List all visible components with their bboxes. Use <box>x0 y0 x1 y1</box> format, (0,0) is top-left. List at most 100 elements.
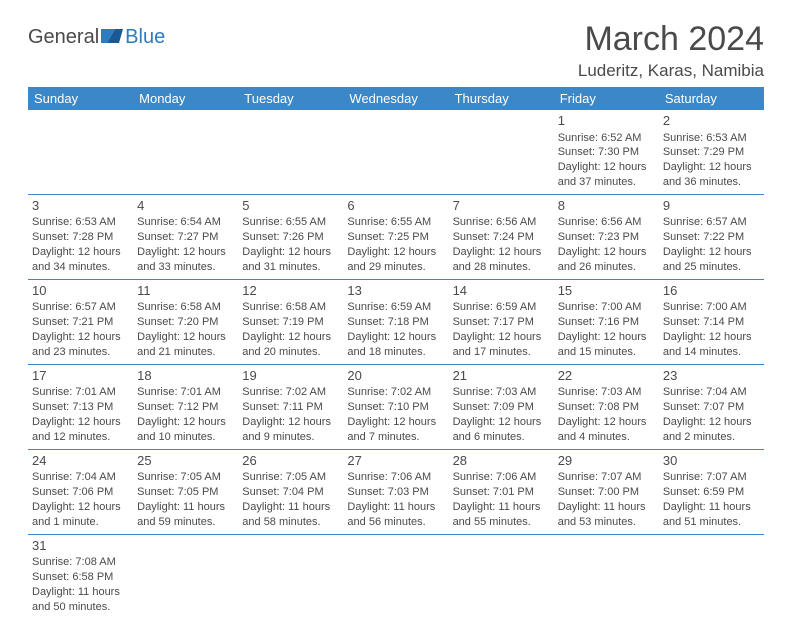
calendar-week-row: 17Sunrise: 7:01 AMSunset: 7:13 PMDayligh… <box>28 364 764 449</box>
sunset-text: Sunset: 7:05 PM <box>137 485 234 500</box>
day-number: 8 <box>558 197 655 215</box>
daylight-text: Daylight: 12 hours and 26 minutes. <box>558 245 655 275</box>
calendar-day-cell <box>343 110 448 194</box>
sunrise-text: Sunrise: 7:05 AM <box>137 470 234 485</box>
daylight-text: Daylight: 12 hours and 17 minutes. <box>453 330 550 360</box>
calendar-day-cell: 23Sunrise: 7:04 AMSunset: 7:07 PMDayligh… <box>659 364 764 449</box>
calendar-week-row: 31Sunrise: 7:08 AMSunset: 6:58 PMDayligh… <box>28 534 764 618</box>
day-number: 15 <box>558 282 655 300</box>
sunrise-text: Sunrise: 7:03 AM <box>558 385 655 400</box>
daylight-text: Daylight: 12 hours and 14 minutes. <box>663 330 760 360</box>
weekday-header: Sunday <box>28 87 133 110</box>
daylight-text: Daylight: 12 hours and 10 minutes. <box>137 415 234 445</box>
daylight-text: Daylight: 12 hours and 25 minutes. <box>663 245 760 275</box>
sunrise-text: Sunrise: 6:56 AM <box>453 215 550 230</box>
daylight-text: Daylight: 12 hours and 37 minutes. <box>558 160 655 190</box>
sunrise-text: Sunrise: 6:58 AM <box>242 300 339 315</box>
day-number: 18 <box>137 367 234 385</box>
day-number: 22 <box>558 367 655 385</box>
calendar-day-cell: 6Sunrise: 6:55 AMSunset: 7:25 PMDaylight… <box>343 194 448 279</box>
daylight-text: Daylight: 12 hours and 21 minutes. <box>137 330 234 360</box>
day-number: 23 <box>663 367 760 385</box>
daylight-text: Daylight: 12 hours and 28 minutes. <box>453 245 550 275</box>
day-number: 6 <box>347 197 444 215</box>
sunrise-text: Sunrise: 6:52 AM <box>558 131 655 146</box>
day-number: 4 <box>137 197 234 215</box>
day-number: 26 <box>242 452 339 470</box>
weekday-header: Saturday <box>659 87 764 110</box>
calendar-day-cell <box>133 534 238 618</box>
calendar-day-cell: 18Sunrise: 7:01 AMSunset: 7:12 PMDayligh… <box>133 364 238 449</box>
sunset-text: Sunset: 7:30 PM <box>558 145 655 160</box>
sunset-text: Sunset: 7:03 PM <box>347 485 444 500</box>
month-title: March 2024 <box>578 20 764 59</box>
logo-text-general: General <box>28 26 99 49</box>
calendar-day-cell: 25Sunrise: 7:05 AMSunset: 7:05 PMDayligh… <box>133 449 238 534</box>
sunrise-text: Sunrise: 7:04 AM <box>32 470 129 485</box>
calendar-day-cell: 10Sunrise: 6:57 AMSunset: 7:21 PMDayligh… <box>28 279 133 364</box>
calendar-day-cell <box>238 534 343 618</box>
location: Luderitz, Karas, Namibia <box>578 61 764 81</box>
calendar-day-cell: 14Sunrise: 6:59 AMSunset: 7:17 PMDayligh… <box>449 279 554 364</box>
sunset-text: Sunset: 6:58 PM <box>32 570 129 585</box>
sunrise-text: Sunrise: 7:01 AM <box>32 385 129 400</box>
calendar-day-cell <box>28 110 133 194</box>
daylight-text: Daylight: 12 hours and 6 minutes. <box>453 415 550 445</box>
daylight-text: Daylight: 12 hours and 15 minutes. <box>558 330 655 360</box>
day-number: 9 <box>663 197 760 215</box>
calendar-day-cell <box>659 534 764 618</box>
daylight-text: Daylight: 12 hours and 4 minutes. <box>558 415 655 445</box>
calendar-day-cell: 4Sunrise: 6:54 AMSunset: 7:27 PMDaylight… <box>133 194 238 279</box>
day-number: 2 <box>663 112 760 130</box>
daylight-text: Daylight: 12 hours and 2 minutes. <box>663 415 760 445</box>
day-number: 20 <box>347 367 444 385</box>
day-number: 5 <box>242 197 339 215</box>
weekday-header: Monday <box>133 87 238 110</box>
calendar-day-cell: 29Sunrise: 7:07 AMSunset: 7:00 PMDayligh… <box>554 449 659 534</box>
daylight-text: Daylight: 12 hours and 23 minutes. <box>32 330 129 360</box>
sunrise-text: Sunrise: 7:04 AM <box>663 385 760 400</box>
calendar-day-cell: 27Sunrise: 7:06 AMSunset: 7:03 PMDayligh… <box>343 449 448 534</box>
calendar-day-cell: 2Sunrise: 6:53 AMSunset: 7:29 PMDaylight… <box>659 110 764 194</box>
weekday-header: Wednesday <box>343 87 448 110</box>
calendar-day-cell <box>449 110 554 194</box>
calendar-day-cell <box>554 534 659 618</box>
calendar-day-cell: 7Sunrise: 6:56 AMSunset: 7:24 PMDaylight… <box>449 194 554 279</box>
day-number: 28 <box>453 452 550 470</box>
daylight-text: Daylight: 12 hours and 1 minute. <box>32 500 129 530</box>
calendar-day-cell: 19Sunrise: 7:02 AMSunset: 7:11 PMDayligh… <box>238 364 343 449</box>
sunset-text: Sunset: 7:21 PM <box>32 315 129 330</box>
daylight-text: Daylight: 12 hours and 18 minutes. <box>347 330 444 360</box>
sunrise-text: Sunrise: 6:56 AM <box>558 215 655 230</box>
calendar-table: Sunday Monday Tuesday Wednesday Thursday… <box>28 87 764 619</box>
logo: General Blue <box>28 26 165 49</box>
weekday-header-row: Sunday Monday Tuesday Wednesday Thursday… <box>28 87 764 110</box>
calendar-day-cell: 3Sunrise: 6:53 AMSunset: 7:28 PMDaylight… <box>28 194 133 279</box>
calendar-day-cell <box>343 534 448 618</box>
day-number: 17 <box>32 367 129 385</box>
sunrise-text: Sunrise: 7:01 AM <box>137 385 234 400</box>
weekday-header: Friday <box>554 87 659 110</box>
day-number: 7 <box>453 197 550 215</box>
weekday-header: Tuesday <box>238 87 343 110</box>
sunset-text: Sunset: 7:26 PM <box>242 230 339 245</box>
day-number: 11 <box>137 282 234 300</box>
sunset-text: Sunset: 7:07 PM <box>663 400 760 415</box>
daylight-text: Daylight: 11 hours and 59 minutes. <box>137 500 234 530</box>
sunset-text: Sunset: 7:23 PM <box>558 230 655 245</box>
calendar-week-row: 24Sunrise: 7:04 AMSunset: 7:06 PMDayligh… <box>28 449 764 534</box>
sunset-text: Sunset: 7:29 PM <box>663 145 760 160</box>
sunset-text: Sunset: 7:12 PM <box>137 400 234 415</box>
sunrise-text: Sunrise: 7:03 AM <box>453 385 550 400</box>
sunrise-text: Sunrise: 6:53 AM <box>663 131 760 146</box>
sunset-text: Sunset: 7:22 PM <box>663 230 760 245</box>
calendar-day-cell: 13Sunrise: 6:59 AMSunset: 7:18 PMDayligh… <box>343 279 448 364</box>
calendar-day-cell: 12Sunrise: 6:58 AMSunset: 7:19 PMDayligh… <box>238 279 343 364</box>
daylight-text: Daylight: 12 hours and 34 minutes. <box>32 245 129 275</box>
day-number: 21 <box>453 367 550 385</box>
sunset-text: Sunset: 7:27 PM <box>137 230 234 245</box>
day-number: 12 <box>242 282 339 300</box>
sunrise-text: Sunrise: 6:54 AM <box>137 215 234 230</box>
calendar-week-row: 10Sunrise: 6:57 AMSunset: 7:21 PMDayligh… <box>28 279 764 364</box>
daylight-text: Daylight: 11 hours and 58 minutes. <box>242 500 339 530</box>
